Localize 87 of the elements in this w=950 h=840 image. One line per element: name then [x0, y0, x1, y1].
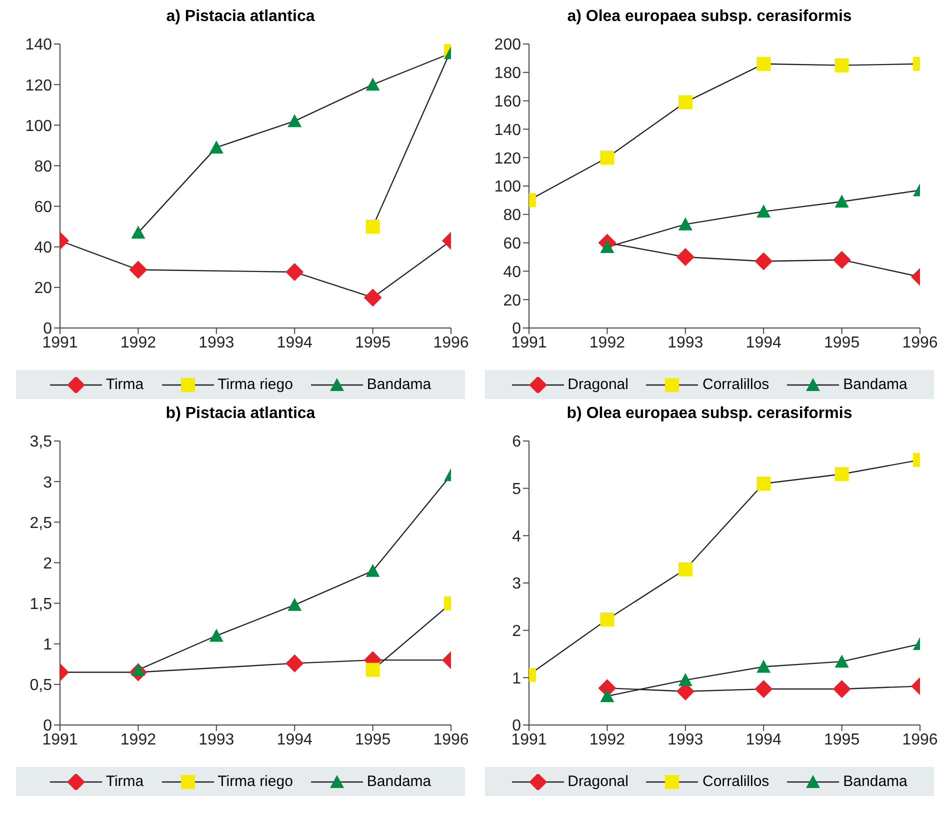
x-tick-label: 1992 [589, 334, 626, 352]
chart-title: a) Pistacia atlantica [165, 8, 316, 27]
chart-title: b) Pistacia atlantica [164, 405, 316, 424]
y-tick-label: 120 [25, 77, 52, 94]
y-tick-label: 100 [494, 178, 522, 196]
point [834, 467, 849, 482]
y-tick-label: 4 [512, 528, 522, 546]
legend-label: Corralillos [702, 376, 770, 393]
legend-label: Tirma [106, 376, 144, 393]
legend-label: Bandama [366, 773, 432, 790]
y-tick-label: 140 [25, 36, 52, 54]
x-tick-label: 1993 [668, 334, 704, 352]
x-tick-label: 1994 [276, 731, 312, 748]
y-tick-label: 40 [34, 240, 52, 257]
y-tick-label: 3,5 [30, 434, 52, 451]
point [678, 95, 692, 110]
y-tick-label: 20 [503, 292, 522, 310]
point [600, 150, 614, 165]
point [676, 248, 694, 266]
point [832, 680, 851, 698]
legend-label: Bandama [843, 773, 908, 790]
x-tick-label: 1996 [902, 334, 938, 352]
y-tick-label: 2 [512, 623, 522, 640]
y-tick-label: 40 [503, 264, 522, 281]
y-tick-label: 2,5 [30, 514, 52, 532]
point [834, 194, 849, 208]
y-tick-label: 180 [494, 65, 522, 82]
legend-label: Bandama [366, 376, 432, 393]
legend-label: Dragonal [568, 376, 628, 393]
y-tick-label: 5 [512, 481, 522, 498]
point [600, 612, 614, 626]
y-tick-label: 140 [494, 122, 522, 139]
point [834, 58, 849, 72]
legend-label: Tirma [106, 773, 144, 790]
y-tick-label: 6 [512, 434, 522, 451]
point [756, 56, 771, 71]
y-tick-label: 60 [34, 198, 52, 216]
point [600, 689, 614, 702]
x-tick-label: 1993 [668, 731, 704, 748]
x-tick-label: 1996 [433, 731, 469, 748]
x-tick-label: 1995 [355, 731, 391, 748]
y-tick-label: 200 [494, 36, 522, 54]
legend-label: Tirma riego [218, 376, 293, 393]
y-tick-label: 20 [34, 280, 52, 298]
y-tick-label: 3 [512, 576, 522, 593]
point [756, 204, 771, 218]
x-tick-label: 1992 [589, 731, 626, 748]
y-tick-label: 3 [43, 474, 52, 492]
point [834, 654, 849, 668]
y-tick-label: 60 [503, 235, 522, 252]
y-tick-label: 1,5 [30, 596, 52, 613]
point [678, 217, 692, 230]
chart-title: a) Olea europaea subsp. cerasiformis [566, 8, 853, 27]
y-tick-label: 100 [25, 118, 52, 135]
x-tick-label: 1994 [746, 334, 782, 352]
y-tick-label: 160 [494, 93, 522, 110]
legend-label: Bandama [843, 376, 908, 393]
point [754, 252, 773, 270]
point [756, 660, 771, 673]
point [756, 476, 771, 491]
y-tick-label: 80 [34, 158, 52, 176]
legend-label: Corralillos [702, 773, 770, 790]
y-tick-label: 1 [43, 636, 52, 654]
chart-title: b) Olea europaea subsp. cerasiformis [566, 405, 854, 424]
y-tick-label: 0,5 [30, 677, 52, 694]
x-tick-label: 1993 [198, 731, 234, 748]
y-tick-label: 80 [503, 207, 522, 224]
x-tick-label: 1996 [902, 731, 938, 748]
x-tick-label: 1993 [198, 334, 234, 352]
x-tick-label: 1995 [824, 731, 860, 748]
point [754, 680, 773, 698]
x-tick-label: 1994 [276, 334, 312, 352]
point [600, 240, 614, 254]
legend-label: Tirma riego [218, 773, 293, 790]
point [678, 562, 692, 576]
x-tick-label: 1994 [746, 731, 782, 748]
x-tick-label: 1995 [824, 334, 860, 352]
y-tick-label: 1 [512, 670, 522, 688]
point [832, 250, 851, 269]
y-tick-label: 2 [43, 555, 52, 572]
x-tick-label: 1992 [120, 334, 156, 352]
x-tick-label: 1992 [120, 731, 156, 748]
x-tick-label: 1996 [433, 334, 469, 352]
legend-label: Dragonal [568, 773, 628, 790]
x-tick-label: 1995 [355, 334, 391, 352]
point [678, 673, 692, 686]
y-tick-label: 120 [494, 150, 522, 168]
